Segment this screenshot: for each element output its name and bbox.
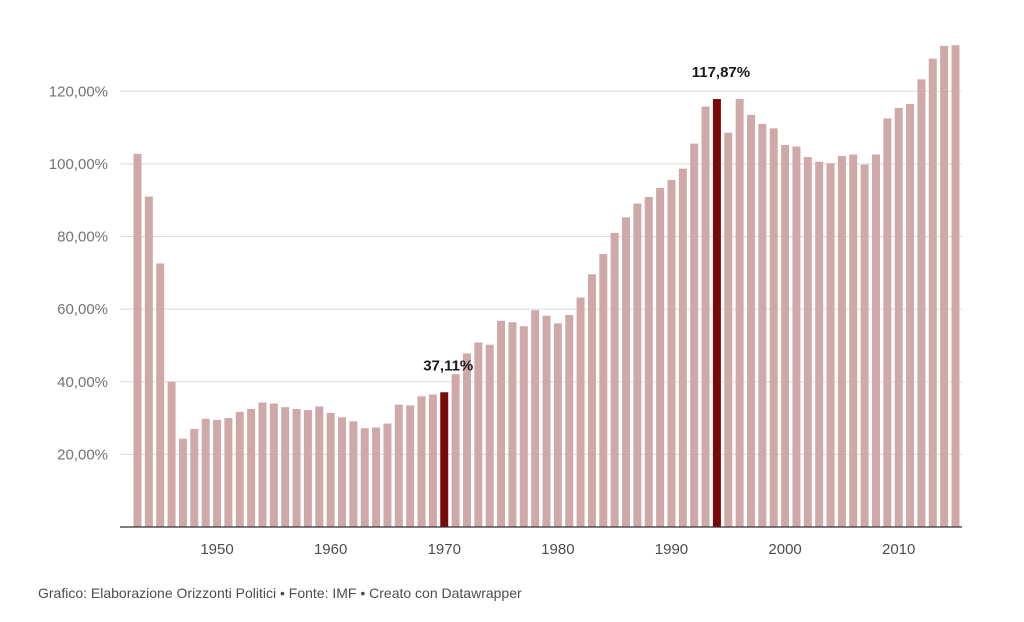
bar-1959 [315,406,324,527]
bar-2014 [940,45,949,528]
bar-1944 [144,196,153,527]
bar-1991 [678,168,687,528]
annotation-1994: 117,87% [692,64,750,81]
bar-1979 [542,315,551,527]
bar-1978 [531,310,540,527]
bar-1953 [247,409,256,527]
bar-1985 [610,232,619,527]
bar-1987 [633,203,642,527]
bar-1983 [587,274,596,527]
bar-1994 [712,99,721,527]
bar-1980 [553,323,562,527]
bar-1956 [281,407,290,527]
bar-1990 [667,179,676,527]
bar-2002 [803,157,812,528]
x-tick-label: 1980 [541,541,574,558]
bar-2008 [871,154,880,527]
bar-1967 [406,405,415,527]
bar-1970 [440,392,449,527]
bar-2015 [951,45,960,527]
bar-1971 [451,374,460,527]
x-tick-label: 1970 [428,541,461,558]
bar-1951 [224,418,233,527]
bar-2012 [917,79,926,527]
bar-1969 [428,394,437,527]
y-tick-label: 60,00% [57,301,108,318]
annotations: 37,11% 117,87% [423,64,750,374]
bar-1958 [303,410,312,527]
bar-1998 [758,123,767,527]
x-axis-labels: 1950 1960 1970 1980 1990 2000 2010 [200,541,915,558]
y-tick-label: 100,00% [49,156,108,173]
bar-1986 [622,217,631,527]
bar-1963 [360,428,369,527]
bar-1982 [576,297,585,527]
gridlines [120,90,962,455]
bar-2010 [894,108,903,528]
bar-2013 [928,58,937,527]
bar-1973 [474,342,483,527]
bar-2003 [815,161,824,527]
bar-1943 [133,153,142,527]
bar-2011 [906,104,915,527]
y-tick-label: 120,00% [49,83,108,100]
bar-1950 [213,419,222,527]
y-axis-labels: 20,00% 40,00% 60,00% 80,00% 100,00% 120,00% [49,83,108,463]
bar-1999 [769,128,778,527]
bar-1955 [269,403,278,527]
bar-1949 [201,418,210,527]
x-tick-label: 1990 [655,541,688,558]
bar-1996 [735,98,744,527]
bar-1993 [701,106,710,528]
x-tick-label: 2010 [882,541,915,558]
bar-1981 [565,314,574,527]
bar-1972 [462,353,471,527]
x-tick-label: 2000 [768,541,801,558]
bar-2001 [792,146,801,527]
bar-1977 [519,326,528,527]
bar-1957 [292,409,301,527]
bar-1997 [747,114,755,528]
x-tick-label: 1950 [200,541,233,558]
bar-2006 [849,154,858,527]
bar-1975 [497,320,506,527]
annotation-1970: 37,11% [423,357,473,374]
bar-1966 [394,404,403,527]
y-tick-label: 40,00% [57,374,108,391]
bar-1962 [349,421,358,527]
bar-1974 [485,344,494,527]
bar-1947 [178,438,187,527]
chart-footer: Grafico: Elaborazione Orizzonti Politici… [38,585,522,601]
bar-2004 [826,163,835,527]
bar-1992 [690,143,699,528]
bar-2005 [837,155,846,528]
bar-1954 [258,402,267,527]
bar-2009 [883,118,892,528]
bar-1946 [167,381,176,527]
bar-1960 [326,412,335,527]
bar-1984 [599,253,608,527]
bar-1952 [235,411,244,527]
bar-1968 [417,396,426,527]
bar-1988 [644,196,653,527]
bar-1995 [724,132,733,527]
bars [133,45,960,528]
bar-1976 [508,322,517,527]
bar-1989 [656,187,665,527]
x-tick-label: 1960 [314,541,347,558]
bar-1948 [190,428,199,527]
bar-1964 [372,427,381,527]
bar-2007 [860,164,869,527]
y-tick-label: 80,00% [57,229,108,246]
bar-2000 [781,145,790,527]
bar-1961 [338,417,346,527]
bar-1965 [383,423,392,527]
y-tick-label: 20,00% [57,446,108,463]
bar-1945 [156,263,165,527]
